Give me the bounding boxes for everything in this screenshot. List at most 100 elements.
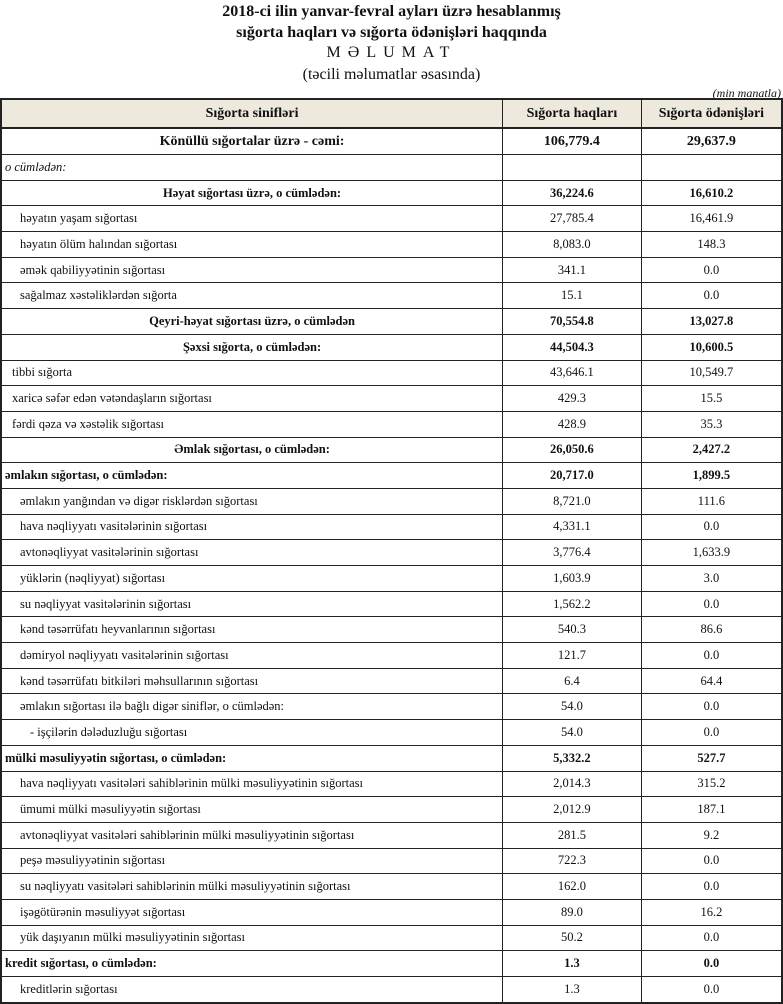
header-premiums: Sığorta haqları bbox=[502, 98, 642, 129]
row-premiums: 70,554.8 bbox=[502, 308, 642, 335]
row-premiums: 8,083.0 bbox=[502, 231, 642, 258]
table-row: kredit sığortası, o cümlədən: 1.3 0.0 bbox=[0, 950, 783, 977]
row-payments: 111.6 bbox=[640, 487, 783, 515]
row-payments: 16,610.2 bbox=[640, 179, 783, 207]
row-name: Qeyri-həyat sığortası üzrə, o cümlədən bbox=[0, 308, 504, 335]
row-premiums: 121.7 bbox=[502, 642, 642, 669]
row-payments: 0.0 bbox=[640, 693, 783, 721]
row-payments: 0.0 bbox=[640, 642, 783, 669]
row-name: həyatın ölüm halından sığortası bbox=[0, 231, 504, 258]
table-row: kənd təsərrüfatı heyvanlarının sığortası… bbox=[0, 616, 783, 644]
header-payments: Sığorta ödənişləri bbox=[640, 98, 783, 129]
row-name: Əmlak sığortası, o cümlədən: bbox=[0, 436, 504, 464]
table-row: əmlakın sığortası ilə bağlı digər sinifl… bbox=[0, 693, 783, 721]
row-premiums: 722.3 bbox=[502, 847, 642, 875]
row-name: kənd təsərrüfatı bitkiləri məhsullarının… bbox=[0, 667, 504, 695]
insurance-table: Sığorta sinifləri Sığorta haqları Sığort… bbox=[0, 98, 783, 1004]
row-name: Şəxsi sığorta, o cümlədən: bbox=[0, 333, 504, 361]
row-name: mülki məsuliyyətin sığortası, o cümlədən… bbox=[0, 744, 504, 772]
unit-note: (min manatla) bbox=[712, 86, 781, 100]
table-row: su nəqliyyat vasitələrinin sığortası 1,56… bbox=[0, 590, 783, 618]
row-name: kreditlərin sığortası bbox=[0, 975, 504, 1004]
row-payments: 10,600.5 bbox=[640, 333, 783, 361]
row-name: əmlakın sığortası ilə bağlı digər sinifl… bbox=[0, 693, 504, 721]
table-row: hava nəqliyyatı vasitələrinin sığortası 4… bbox=[0, 513, 783, 541]
table-row: dəmiryol nəqliyyatı vasitələrinin sığort… bbox=[0, 642, 783, 669]
table-row: fərdi qəza və xəstəlik sığortası 428.9 35.… bbox=[0, 410, 783, 438]
row-premiums: 341.1 bbox=[502, 256, 642, 284]
row-name: - işçilərin dələduzluğu sığortası bbox=[0, 719, 504, 746]
row-premiums: 1.3 bbox=[502, 975, 642, 1004]
table-row: avtonəqliyyat vasitələrinin sığortası 3,7… bbox=[0, 539, 783, 566]
row-premiums: 429.3 bbox=[502, 385, 642, 412]
row-name: hava nəqliyyatı vasitələrinin sığortası bbox=[0, 513, 504, 541]
row-premiums: 428.9 bbox=[502, 410, 642, 438]
row-premiums: 1,603.9 bbox=[502, 565, 642, 592]
table-row: mülki məsuliyyətin sığortası, o cümlədən… bbox=[0, 744, 783, 772]
table-row: sağalmaz xəstəliklərdən sığorta 15.1 0.0 bbox=[0, 282, 783, 310]
row-name: Həyat sığortası üzrə, o cümlədən: bbox=[0, 179, 504, 207]
row-payments: 29,637.9 bbox=[640, 127, 783, 155]
row-name: sağalmaz xəstəliklərdən sığorta bbox=[0, 282, 504, 310]
row-premiums: 1.3 bbox=[502, 950, 642, 977]
table-row: xaricə səfər edən vətəndaşların sığortas… bbox=[0, 385, 783, 412]
row-name: əmək qabiliyyətinin sığortası bbox=[0, 256, 504, 284]
row-premiums: 5,332.2 bbox=[502, 744, 642, 772]
table-row: avtonəqliyyat vasitələri sahiblərinin mü… bbox=[0, 821, 783, 849]
row-name: tibbi sığorta bbox=[0, 359, 504, 387]
title-line-2: sığorta haqları və sığorta ödənişləri ha… bbox=[236, 24, 547, 41]
table-row: Könüllü sığortalar üzrə - cəmi: 106,779.4… bbox=[0, 127, 783, 155]
row-name: fərdi qəza və xəstəlik sığortası bbox=[0, 410, 504, 438]
row-name: kənd təsərrüfatı heyvanlarının sığortası bbox=[0, 616, 504, 644]
row-payments bbox=[640, 154, 783, 181]
table-row: o cümlədən: bbox=[0, 154, 783, 181]
row-payments: 0.0 bbox=[640, 873, 783, 900]
table-row: həyatın ölüm halından sığortası 8,083.0 14… bbox=[0, 231, 783, 258]
row-payments: 2,427.2 bbox=[640, 436, 783, 464]
row-premiums: 36,224.6 bbox=[502, 179, 642, 207]
row-payments: 3.0 bbox=[640, 565, 783, 592]
row-payments: 0.0 bbox=[640, 924, 783, 952]
row-premiums: 43,646.1 bbox=[502, 359, 642, 387]
row-payments: 16,461.9 bbox=[640, 205, 783, 233]
row-name: peşə məsuliyyətinin sığortası bbox=[0, 847, 504, 875]
row-name: avtonəqliyyat vasitələri sahiblərinin mü… bbox=[0, 821, 504, 849]
row-payments: 0.0 bbox=[640, 847, 783, 875]
table-row: əmək qabiliyyətinin sığortası 341.1 0.0 bbox=[0, 256, 783, 284]
row-premiums: 106,779.4 bbox=[502, 127, 642, 155]
row-name: əmlakın sığortası, o cümlədən: bbox=[0, 462, 504, 489]
table-row: yük daşıyanın mülki məsuliyyətinin sığor… bbox=[0, 924, 783, 952]
row-name: o cümlədən: bbox=[0, 154, 504, 181]
row-premiums: 6.4 bbox=[502, 667, 642, 695]
row-payments: 148.3 bbox=[640, 231, 783, 258]
row-name: xaricə səfər edən vətəndaşların sığortas… bbox=[0, 385, 504, 412]
row-premiums: 15.1 bbox=[502, 282, 642, 310]
row-name: əmlakın yanğından və digər risklərdən sı… bbox=[0, 487, 504, 515]
row-premiums: 3,776.4 bbox=[502, 539, 642, 566]
row-premiums: 540.3 bbox=[502, 616, 642, 644]
row-name: Könüllü sığortalar üzrə - cəmi: bbox=[0, 127, 504, 155]
row-payments: 9.2 bbox=[640, 821, 783, 849]
row-premiums: 27,785.4 bbox=[502, 205, 642, 233]
row-premiums bbox=[502, 154, 642, 181]
table-row: ümumi mülki məsuliyyətin sığortası 2,012.… bbox=[0, 796, 783, 823]
row-payments: 187.1 bbox=[640, 796, 783, 823]
table-row: Əmlak sığortası, o cümlədən: 26,050.6 2,42… bbox=[0, 436, 783, 464]
row-premiums: 54.0 bbox=[502, 693, 642, 721]
table-row: peşə məsuliyyətinin sığortası 722.3 0.0 bbox=[0, 847, 783, 875]
row-premiums: 281.5 bbox=[502, 821, 642, 849]
row-name: yüklərin (nəqliyyat) sığortası bbox=[0, 565, 504, 592]
row-payments: 13,027.8 bbox=[640, 308, 783, 335]
table-row: Qeyri-həyat sığortası üzrə, o cümlədən 70… bbox=[0, 308, 783, 335]
row-name: dəmiryol nəqliyyatı vasitələrinin sığort… bbox=[0, 642, 504, 669]
row-payments: 0.0 bbox=[640, 975, 783, 1004]
row-premiums: 20,717.0 bbox=[502, 462, 642, 489]
row-payments: 527.7 bbox=[640, 744, 783, 772]
row-payments: 86.6 bbox=[640, 616, 783, 644]
row-premiums: 44,504.3 bbox=[502, 333, 642, 361]
row-name: ümumi mülki məsuliyyətin sığortası bbox=[0, 796, 504, 823]
row-premiums: 162.0 bbox=[502, 873, 642, 900]
row-payments: 1,633.9 bbox=[640, 539, 783, 566]
row-payments: 0.0 bbox=[640, 950, 783, 977]
row-premiums: 50.2 bbox=[502, 924, 642, 952]
